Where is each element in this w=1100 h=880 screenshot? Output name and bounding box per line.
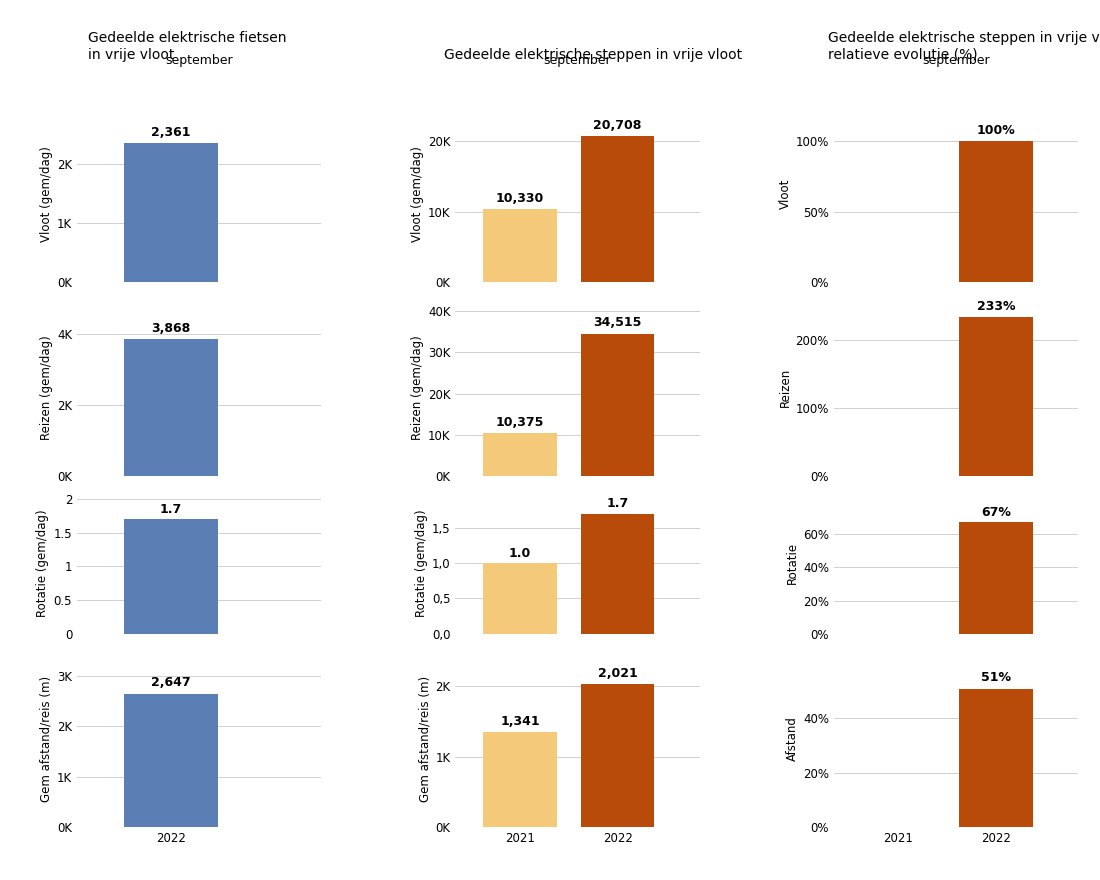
Text: 1.7: 1.7 bbox=[160, 502, 182, 516]
Text: 2,361: 2,361 bbox=[151, 126, 190, 139]
Text: Gedeelde elektrische fietsen
in vrije vloot: Gedeelde elektrische fietsen in vrije vl… bbox=[88, 32, 286, 62]
Y-axis label: Reizen (gem/dag): Reizen (gem/dag) bbox=[40, 335, 53, 440]
Text: 51%: 51% bbox=[981, 671, 1011, 684]
Bar bbox=[581, 685, 654, 827]
Text: 10,375: 10,375 bbox=[496, 415, 544, 429]
Text: 233%: 233% bbox=[977, 300, 1015, 313]
Text: september: september bbox=[165, 54, 233, 67]
Text: 100%: 100% bbox=[977, 123, 1015, 136]
Bar bbox=[483, 732, 557, 827]
Bar bbox=[483, 433, 557, 476]
Y-axis label: Rotatie: Rotatie bbox=[785, 542, 799, 584]
Text: 10,330: 10,330 bbox=[496, 192, 544, 205]
Text: 3,868: 3,868 bbox=[152, 321, 190, 334]
Bar bbox=[483, 209, 557, 282]
Bar bbox=[124, 143, 218, 282]
Bar bbox=[581, 514, 654, 634]
Y-axis label: Gem afstand/reis (m): Gem afstand/reis (m) bbox=[40, 676, 53, 802]
Text: 67%: 67% bbox=[981, 506, 1011, 519]
Bar bbox=[959, 689, 1033, 827]
Y-axis label: Rotatie (gem/dag): Rotatie (gem/dag) bbox=[36, 510, 50, 617]
Y-axis label: Vloot: Vloot bbox=[779, 179, 792, 209]
Y-axis label: Gem afstand/reis (m): Gem afstand/reis (m) bbox=[418, 676, 431, 802]
Bar bbox=[959, 141, 1033, 282]
Bar bbox=[959, 523, 1033, 634]
Bar bbox=[959, 318, 1033, 476]
Bar bbox=[124, 339, 218, 476]
Text: 2,647: 2,647 bbox=[151, 676, 190, 689]
Text: Gedeelde elektrische steppen in vrije vloot :
relatieve evolutie (%): Gedeelde elektrische steppen in vrije vl… bbox=[828, 32, 1100, 62]
Bar bbox=[581, 334, 654, 476]
Y-axis label: Reizen: Reizen bbox=[779, 368, 792, 407]
Y-axis label: Reizen (gem/dag): Reizen (gem/dag) bbox=[411, 335, 424, 440]
Bar bbox=[124, 693, 218, 827]
Text: 20,708: 20,708 bbox=[593, 119, 641, 131]
Y-axis label: Vloot (gem/dag): Vloot (gem/dag) bbox=[411, 146, 424, 242]
Text: 34,515: 34,515 bbox=[593, 317, 641, 329]
Y-axis label: Afstand: Afstand bbox=[785, 716, 799, 761]
Y-axis label: Vloot (gem/dag): Vloot (gem/dag) bbox=[40, 146, 53, 242]
Text: 1,341: 1,341 bbox=[500, 715, 540, 728]
Text: Gedeelde elektrische steppen in vrije vloot: Gedeelde elektrische steppen in vrije vl… bbox=[444, 48, 742, 62]
Text: september: september bbox=[543, 54, 612, 67]
Bar bbox=[483, 563, 557, 634]
Text: 1.7: 1.7 bbox=[606, 497, 629, 510]
Text: september: september bbox=[922, 54, 990, 67]
Text: 1.0: 1.0 bbox=[509, 546, 531, 560]
Bar bbox=[581, 136, 654, 282]
Bar bbox=[124, 519, 218, 634]
Text: 2,021: 2,021 bbox=[597, 667, 638, 680]
Y-axis label: Rotatie (gem/dag): Rotatie (gem/dag) bbox=[415, 510, 428, 617]
